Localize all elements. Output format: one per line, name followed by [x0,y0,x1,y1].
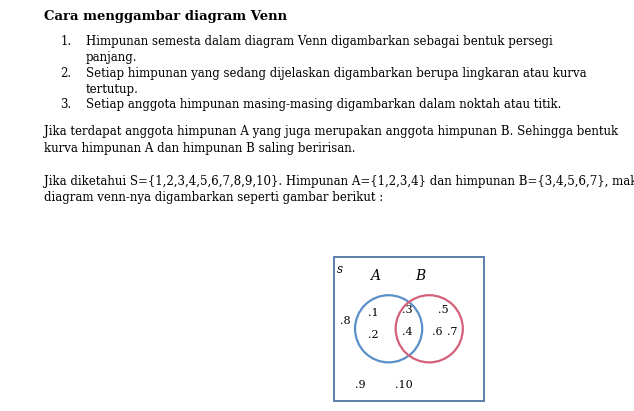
Text: kurva himpunan A dan himpunan B saling beririsan.: kurva himpunan A dan himpunan B saling b… [44,142,356,155]
Text: Himpunan semesta dalam diagram Venn digambarkan sebagai bentuk persegi: Himpunan semesta dalam diagram Venn diga… [86,35,552,48]
Text: .5: .5 [438,305,449,315]
Text: Jika terdapat anggota himpunan A yang juga merupakan anggota himpunan B. Sehingg: Jika terdapat anggota himpunan A yang ju… [44,125,619,139]
Text: panjang.: panjang. [86,51,137,65]
Text: .8: .8 [340,316,350,326]
Text: 2.: 2. [60,67,72,80]
Text: .4: .4 [402,327,413,337]
Text: .3: .3 [402,305,413,315]
Text: s: s [337,263,342,276]
Text: diagram venn-nya digambarkan seperti gambar berikut :: diagram venn-nya digambarkan seperti gam… [44,191,384,204]
Text: A: A [370,269,380,283]
Text: .6: .6 [432,327,443,337]
Text: 1.: 1. [60,35,72,48]
Text: tertutup.: tertutup. [86,83,138,96]
Text: 3.: 3. [60,98,72,111]
Text: Cara menggambar diagram Venn: Cara menggambar diagram Venn [44,10,287,23]
Text: .7: .7 [448,327,458,337]
Text: .9: .9 [355,380,366,390]
Text: B: B [415,269,425,283]
Text: Setiap anggota himpunan masing-masing digambarkan dalam noktah atau titik.: Setiap anggota himpunan masing-masing di… [86,98,561,111]
Text: .1: .1 [368,308,378,318]
Text: .10: .10 [396,380,413,390]
Text: Setiap himpunan yang sedang dijelaskan digambarkan berupa lingkaran atau kurva: Setiap himpunan yang sedang dijelaskan d… [86,67,586,80]
Text: Jika diketahui S={1,2,3,4,5,6,7,8,9,10}. Himpunan A={1,2,3,4} dan himpunan B={3,: Jika diketahui S={1,2,3,4,5,6,7,8,9,10}.… [44,175,634,188]
Text: .2: .2 [368,330,378,340]
